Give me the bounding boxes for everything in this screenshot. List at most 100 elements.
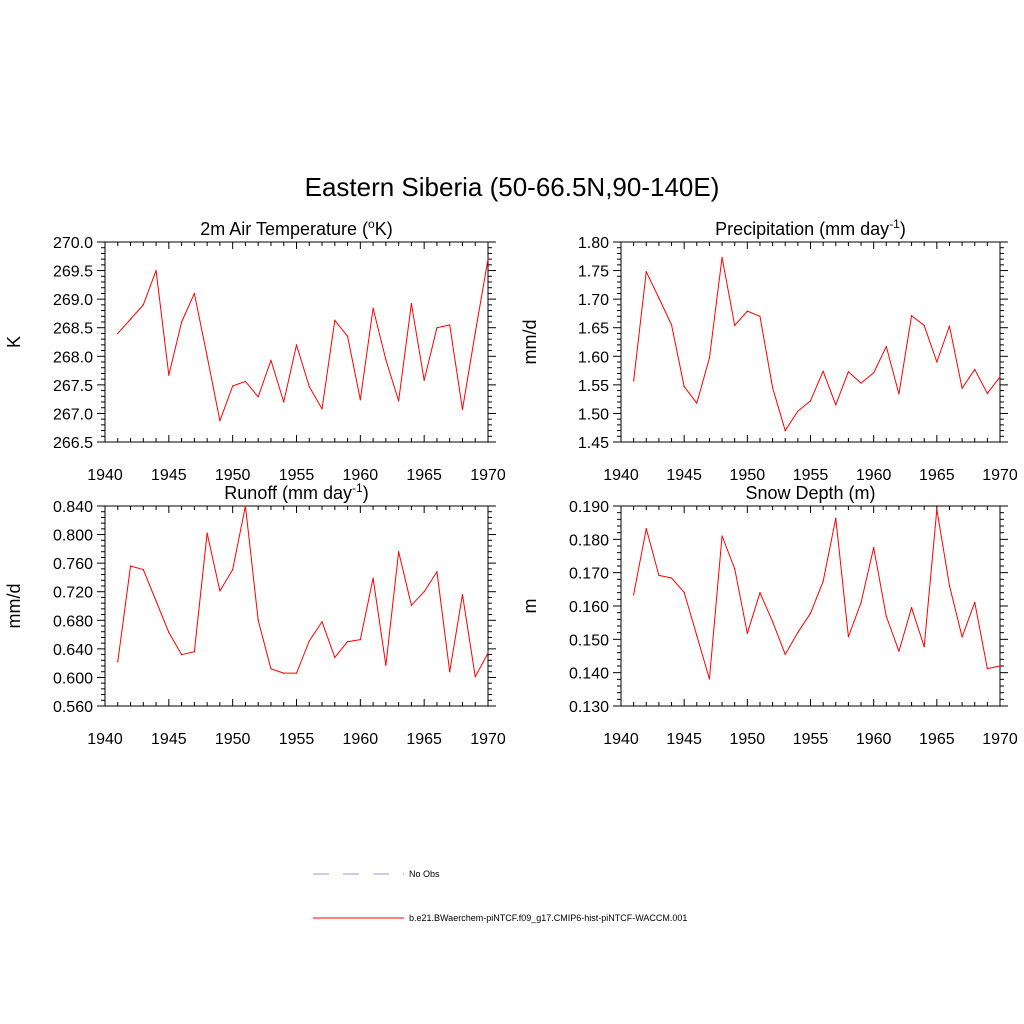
data-point xyxy=(873,547,875,549)
data-point xyxy=(244,380,247,383)
series-segment xyxy=(885,615,900,652)
panel-title: 2m Air Temperature (oK) xyxy=(200,217,392,239)
data-point xyxy=(334,656,336,659)
data-point xyxy=(633,594,635,596)
data-point xyxy=(232,568,234,571)
chart-panels: 1940 1945 1950 1955 1960 1965 1970 266.5 267.0 26… xyxy=(4,217,1018,748)
y-tick-label: 0.170 xyxy=(569,566,609,583)
series-segment xyxy=(257,359,272,398)
data-point xyxy=(423,379,425,381)
series-segment xyxy=(206,355,221,422)
series-segment xyxy=(423,571,438,593)
data-point xyxy=(410,604,412,606)
data-point xyxy=(885,615,887,617)
series-segment xyxy=(168,631,183,656)
series-line xyxy=(117,258,489,422)
series-segment xyxy=(474,258,489,334)
series-segment xyxy=(759,315,774,389)
series-segment xyxy=(193,292,208,357)
y-tick-label: 268.0 xyxy=(53,349,93,366)
series-segment xyxy=(449,324,463,410)
data-point xyxy=(270,359,272,361)
data-point xyxy=(772,387,774,389)
series-segment xyxy=(986,376,1001,394)
series-segment xyxy=(759,592,774,623)
series-segment xyxy=(117,318,132,334)
series-segment xyxy=(219,385,234,422)
series-segment xyxy=(696,357,710,404)
data-point xyxy=(974,601,976,603)
data-point xyxy=(295,672,298,674)
legend-label-model: b.e21.BWaerchem-piNTCF.f09_g17.CMIP6-his… xyxy=(409,913,687,923)
data-point xyxy=(923,324,925,327)
data-point xyxy=(696,635,698,637)
y-tick-label: 269.0 xyxy=(53,292,93,309)
x-tick-label: 1970 xyxy=(470,467,506,484)
series-segment xyxy=(746,592,761,634)
plot-frame xyxy=(620,241,1001,443)
series-segment xyxy=(772,621,786,655)
series-segment xyxy=(142,270,157,306)
x-tick-label: 1960 xyxy=(856,467,892,484)
series-segment xyxy=(296,640,310,674)
x-tick-label: 1945 xyxy=(666,467,702,484)
data-point xyxy=(708,357,711,359)
y-tick-label: 0.190 xyxy=(569,499,609,516)
x-tick-label: 1970 xyxy=(982,467,1018,484)
y-tick-label: 0.840 xyxy=(53,499,93,516)
x-tick-label: 1955 xyxy=(793,467,829,484)
series-line xyxy=(633,508,1001,680)
data-point xyxy=(645,528,647,530)
series-segment xyxy=(885,346,900,395)
data-point xyxy=(436,327,438,329)
series-segment xyxy=(206,532,221,592)
data-point xyxy=(321,408,323,410)
series-line xyxy=(633,256,1001,432)
y-tick-label: 0.180 xyxy=(569,532,609,549)
data-point xyxy=(898,393,900,395)
series-segment xyxy=(986,665,1001,670)
panel-title: Runoff (mm day-1) xyxy=(224,481,368,503)
series-segment xyxy=(385,551,400,666)
series-segment xyxy=(708,256,723,359)
series-segment xyxy=(334,319,349,337)
data-point xyxy=(449,671,451,673)
x-tick-label: 1945 xyxy=(151,731,187,748)
panel-runoff: 1940 1945 1950 1955 1960 1965 1970 0.560 0.600 0.… xyxy=(4,481,506,748)
x-tick-label: 1970 xyxy=(982,731,1018,748)
data-point xyxy=(696,402,698,404)
plot-frame xyxy=(620,505,1001,707)
series-segment xyxy=(658,574,673,579)
series-segment xyxy=(633,271,647,382)
y-tick-label: 267.5 xyxy=(53,378,93,395)
panel-title: Snow Depth (m) xyxy=(745,483,875,503)
y-tick-label: 1.70 xyxy=(578,292,609,309)
series-segment xyxy=(961,601,976,638)
series-segment xyxy=(308,386,323,410)
series-segment xyxy=(974,368,988,394)
y-tick-label: 0.560 xyxy=(53,699,93,716)
data-point xyxy=(257,619,259,621)
series-segment xyxy=(461,594,476,678)
data-point xyxy=(910,607,913,609)
x-tick-label: 1965 xyxy=(919,467,955,484)
data-point xyxy=(658,297,660,299)
series-segment xyxy=(398,551,412,606)
data-point xyxy=(270,668,272,670)
series-segment xyxy=(398,303,412,402)
series-segment xyxy=(436,571,451,673)
data-point xyxy=(936,508,938,510)
x-tick-label: 1950 xyxy=(215,467,251,484)
series-segment xyxy=(334,641,349,658)
panel-precipitation: 1940 1945 1950 1955 1960 1965 1970 1.45 1.50 1.55… xyxy=(520,217,1018,484)
series-segment xyxy=(683,591,698,637)
plot-frame xyxy=(104,241,489,443)
series-segment xyxy=(219,569,234,592)
data-point xyxy=(206,532,208,534)
series-segment xyxy=(347,335,361,401)
series-segment xyxy=(283,344,297,403)
series-segment xyxy=(860,372,875,384)
series-segment xyxy=(822,370,837,406)
data-point xyxy=(385,664,387,666)
data-point xyxy=(461,593,464,596)
